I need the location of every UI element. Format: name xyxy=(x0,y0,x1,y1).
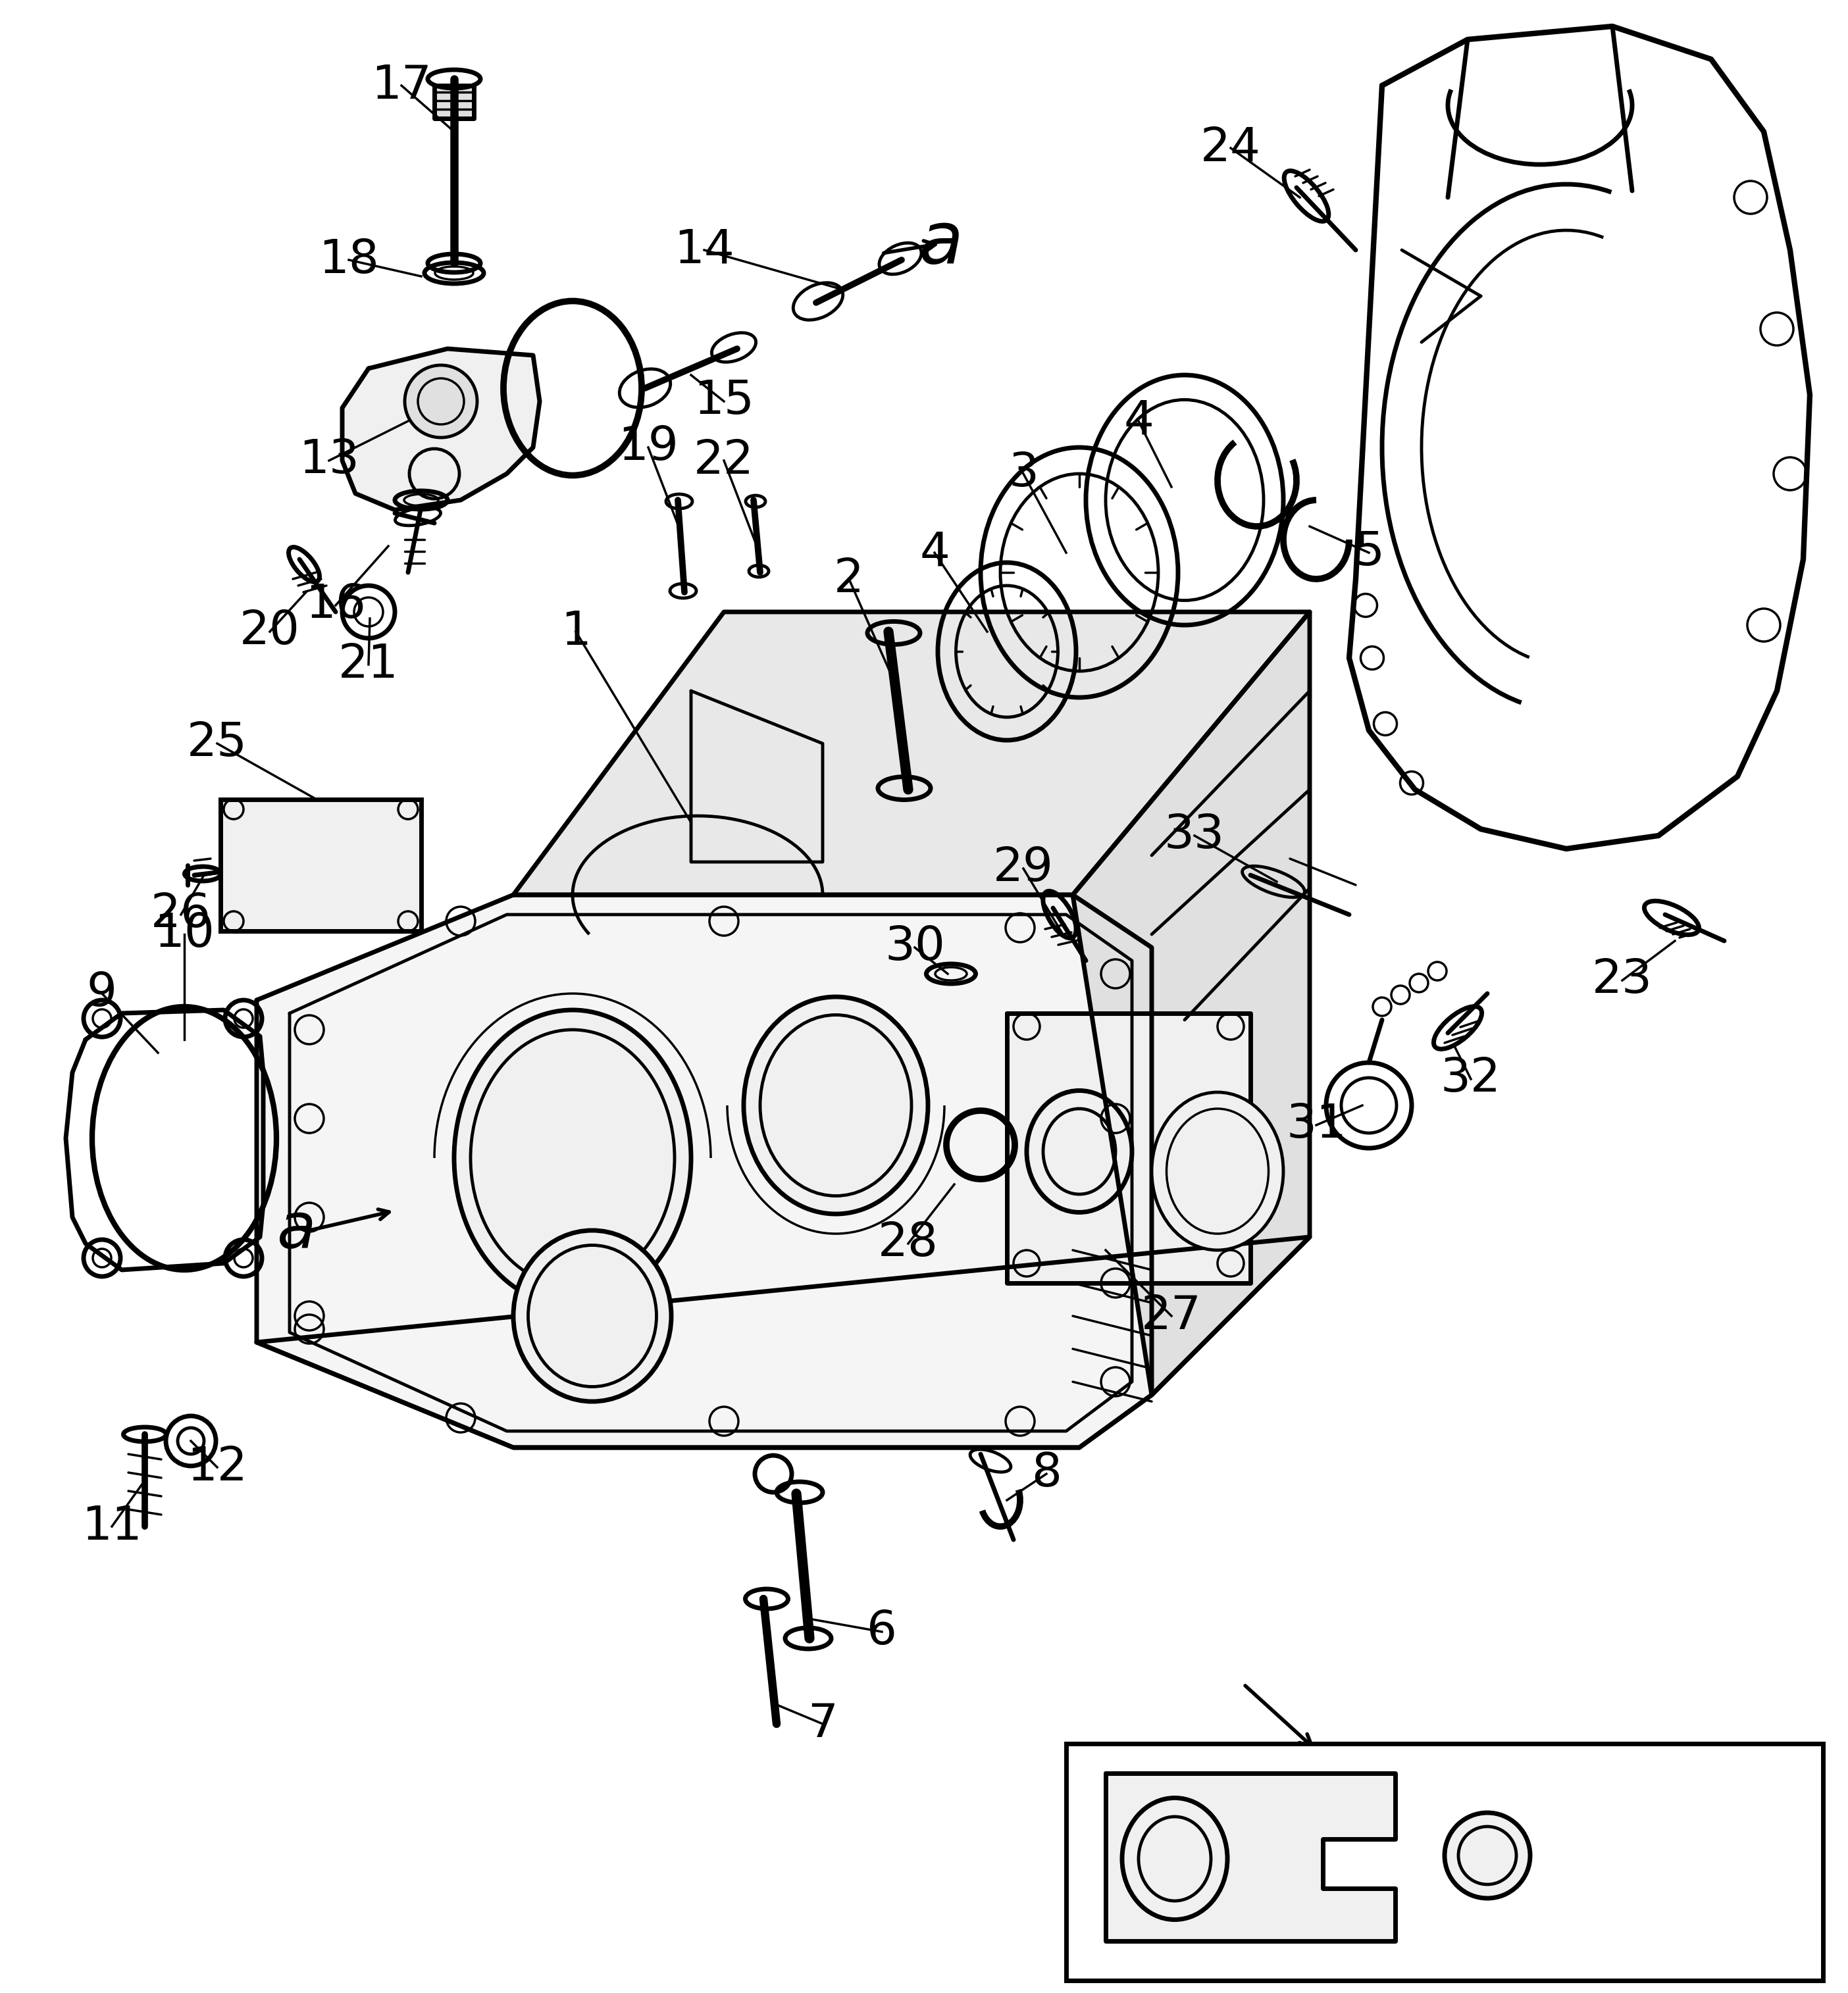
Polygon shape xyxy=(1072,612,1310,1395)
Text: 31: 31 xyxy=(1286,1102,1347,1148)
Text: 30: 30 xyxy=(885,925,944,971)
Ellipse shape xyxy=(455,1010,691,1305)
Text: a: a xyxy=(918,207,963,279)
Bar xyxy=(1066,1744,1822,1981)
Text: 1: 1 xyxy=(560,610,591,654)
Polygon shape xyxy=(1105,1774,1395,1941)
Text: 7: 7 xyxy=(808,1702,837,1746)
Text: 11: 11 xyxy=(81,1505,142,1549)
Text: 6: 6 xyxy=(867,1608,896,1654)
Circle shape xyxy=(405,365,477,438)
Polygon shape xyxy=(342,349,540,510)
Text: Serial No. 30001−: Serial No. 30001− xyxy=(1105,1937,1440,1971)
Text: 18: 18 xyxy=(318,237,379,283)
Polygon shape xyxy=(434,86,473,118)
Polygon shape xyxy=(1007,1012,1251,1283)
Text: 2: 2 xyxy=(833,556,865,602)
Text: 21: 21 xyxy=(338,642,399,688)
Text: 26: 26 xyxy=(152,893,211,937)
Text: 10: 10 xyxy=(153,911,214,957)
Polygon shape xyxy=(257,895,1151,1447)
Ellipse shape xyxy=(743,996,928,1214)
Text: 5: 5 xyxy=(1355,530,1384,576)
Text: 25: 25 xyxy=(187,721,248,765)
Ellipse shape xyxy=(514,1230,671,1401)
Text: a: a xyxy=(277,1200,316,1262)
Text: 20: 20 xyxy=(240,610,299,654)
Ellipse shape xyxy=(1122,1798,1227,1919)
Bar xyxy=(220,799,421,931)
Ellipse shape xyxy=(1151,1092,1283,1250)
Text: 24: 24 xyxy=(1201,126,1260,171)
Polygon shape xyxy=(514,612,1310,895)
Text: 17: 17 xyxy=(371,64,432,108)
Text: 32: 32 xyxy=(1441,1056,1501,1102)
Text: 16: 16 xyxy=(305,582,366,628)
Text: 13: 13 xyxy=(299,438,359,482)
Text: 28: 28 xyxy=(878,1222,939,1266)
Text: 14: 14 xyxy=(675,227,734,273)
Text: 12: 12 xyxy=(187,1445,248,1491)
Text: 適用号機: 適用号機 xyxy=(1105,1899,1194,1935)
Text: 4: 4 xyxy=(1124,399,1153,444)
Text: 33: 33 xyxy=(1164,813,1225,859)
Text: 9: 9 xyxy=(87,971,116,1016)
Text: 23: 23 xyxy=(1591,959,1652,1002)
Text: 19: 19 xyxy=(617,425,678,470)
Text: 27: 27 xyxy=(1142,1293,1201,1339)
Text: 3: 3 xyxy=(1009,450,1039,496)
Text: 15: 15 xyxy=(693,379,754,425)
Text: 27: 27 xyxy=(1741,1925,1800,1971)
Ellipse shape xyxy=(1445,1814,1530,1897)
Text: 22: 22 xyxy=(693,438,754,482)
Text: 8: 8 xyxy=(1031,1451,1061,1497)
Text: 4: 4 xyxy=(920,530,950,576)
Text: 29: 29 xyxy=(992,845,1053,891)
